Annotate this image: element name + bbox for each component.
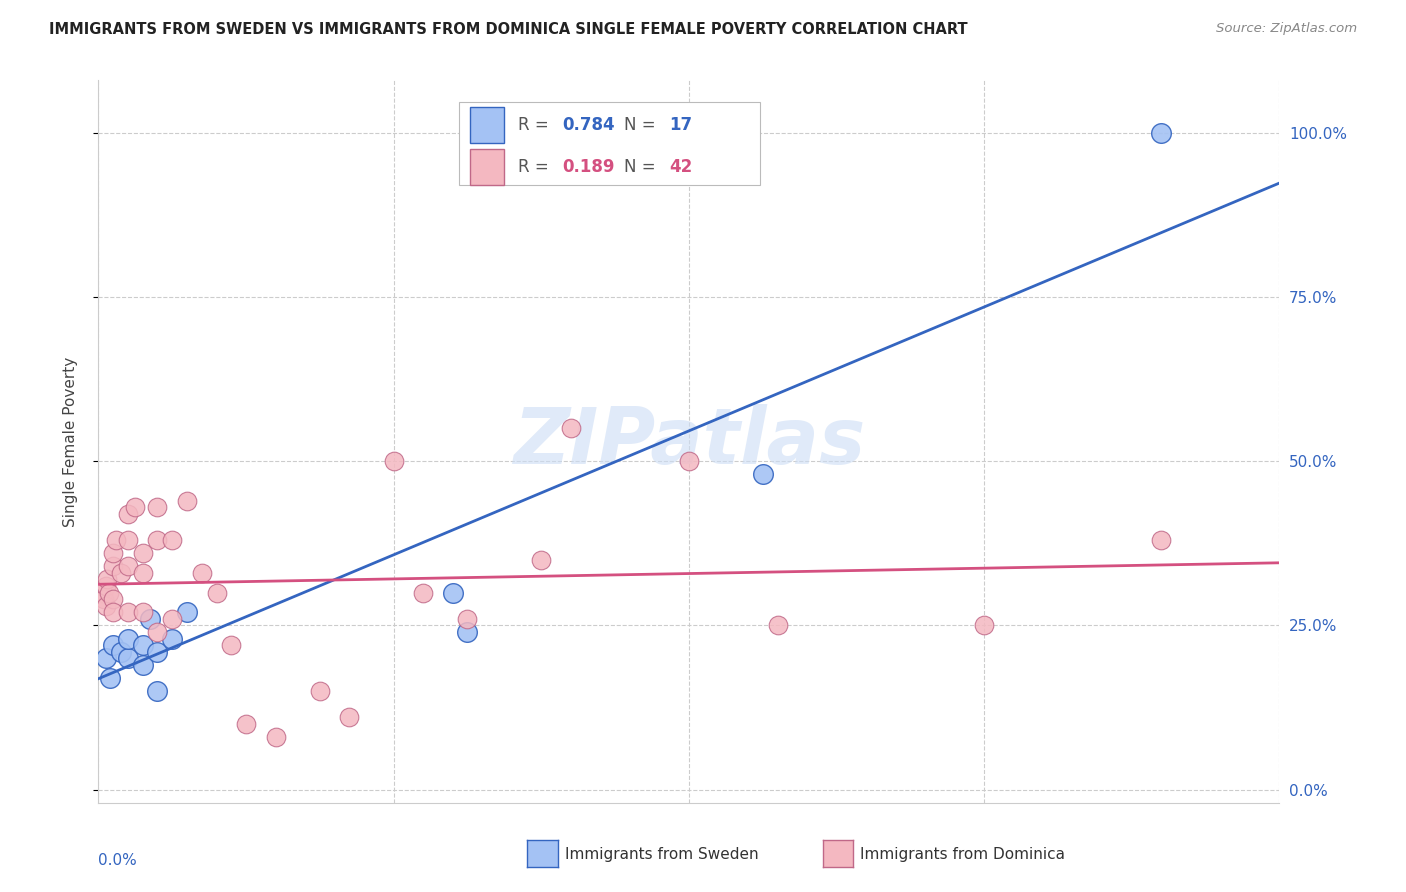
Point [146, 533, 169, 547]
Point [132, 605, 155, 619]
Point [103, 605, 125, 619]
Text: ZIPatlas: ZIPatlas [513, 403, 865, 480]
FancyBboxPatch shape [471, 149, 503, 185]
Point [132, 638, 155, 652]
Point [339, 710, 361, 724]
Point [132, 657, 155, 672]
FancyBboxPatch shape [471, 107, 503, 144]
Point [93, 592, 115, 607]
Point [110, 566, 132, 580]
Point [221, 638, 243, 652]
Point [162, 612, 183, 626]
Point [94, 579, 117, 593]
Point [441, 585, 464, 599]
Point [1150, 533, 1173, 547]
Point [103, 546, 125, 560]
Point [264, 730, 287, 744]
Point [560, 421, 582, 435]
Point [110, 645, 132, 659]
Point [117, 651, 139, 665]
Point [117, 507, 139, 521]
Point [117, 559, 139, 574]
Text: 0.784: 0.784 [562, 116, 616, 134]
Point [309, 684, 332, 698]
Text: 17: 17 [669, 116, 692, 134]
Text: 0.0%: 0.0% [98, 854, 138, 869]
Point [117, 632, 139, 646]
Point [117, 605, 139, 619]
Point [678, 454, 700, 468]
Point [103, 592, 125, 607]
Point [124, 500, 146, 515]
Point [94, 651, 117, 665]
Point [146, 500, 169, 515]
Point [96, 573, 118, 587]
Text: 0.189: 0.189 [562, 158, 614, 176]
Point [146, 684, 169, 698]
Point [146, 645, 169, 659]
Point [1150, 126, 1173, 140]
Point [205, 585, 228, 599]
Point [457, 612, 479, 626]
Text: R =: R = [517, 158, 554, 176]
Text: IMMIGRANTS FROM SWEDEN VS IMMIGRANTS FROM DOMINICA SINGLE FEMALE POVERTY CORRELA: IMMIGRANTS FROM SWEDEN VS IMMIGRANTS FRO… [49, 22, 967, 37]
Point [103, 638, 125, 652]
Text: Immigrants from Dominica: Immigrants from Dominica [860, 847, 1066, 862]
Text: N =: N = [624, 158, 661, 176]
Point [235, 717, 257, 731]
Text: Immigrants from Sweden: Immigrants from Sweden [565, 847, 759, 862]
Point [162, 632, 183, 646]
Point [139, 612, 162, 626]
Point [766, 618, 789, 632]
Point [973, 618, 995, 632]
Point [117, 533, 139, 547]
Point [191, 566, 214, 580]
Point [105, 533, 128, 547]
Point [752, 467, 775, 482]
Point [530, 553, 553, 567]
Point [382, 454, 405, 468]
Point [176, 605, 198, 619]
Text: 42: 42 [669, 158, 692, 176]
Point [176, 493, 198, 508]
Point [103, 559, 125, 574]
Text: N =: N = [624, 116, 661, 134]
Y-axis label: Single Female Poverty: Single Female Poverty [63, 357, 77, 526]
FancyBboxPatch shape [458, 102, 759, 185]
Point [162, 533, 183, 547]
Point [132, 566, 155, 580]
Point [457, 625, 479, 640]
Text: R =: R = [517, 116, 554, 134]
Point [97, 585, 120, 599]
Point [94, 599, 117, 613]
Point [91, 585, 114, 599]
Point [412, 585, 434, 599]
Text: Source: ZipAtlas.com: Source: ZipAtlas.com [1216, 22, 1357, 36]
Point [146, 625, 169, 640]
Point [98, 671, 121, 685]
Point [132, 546, 155, 560]
